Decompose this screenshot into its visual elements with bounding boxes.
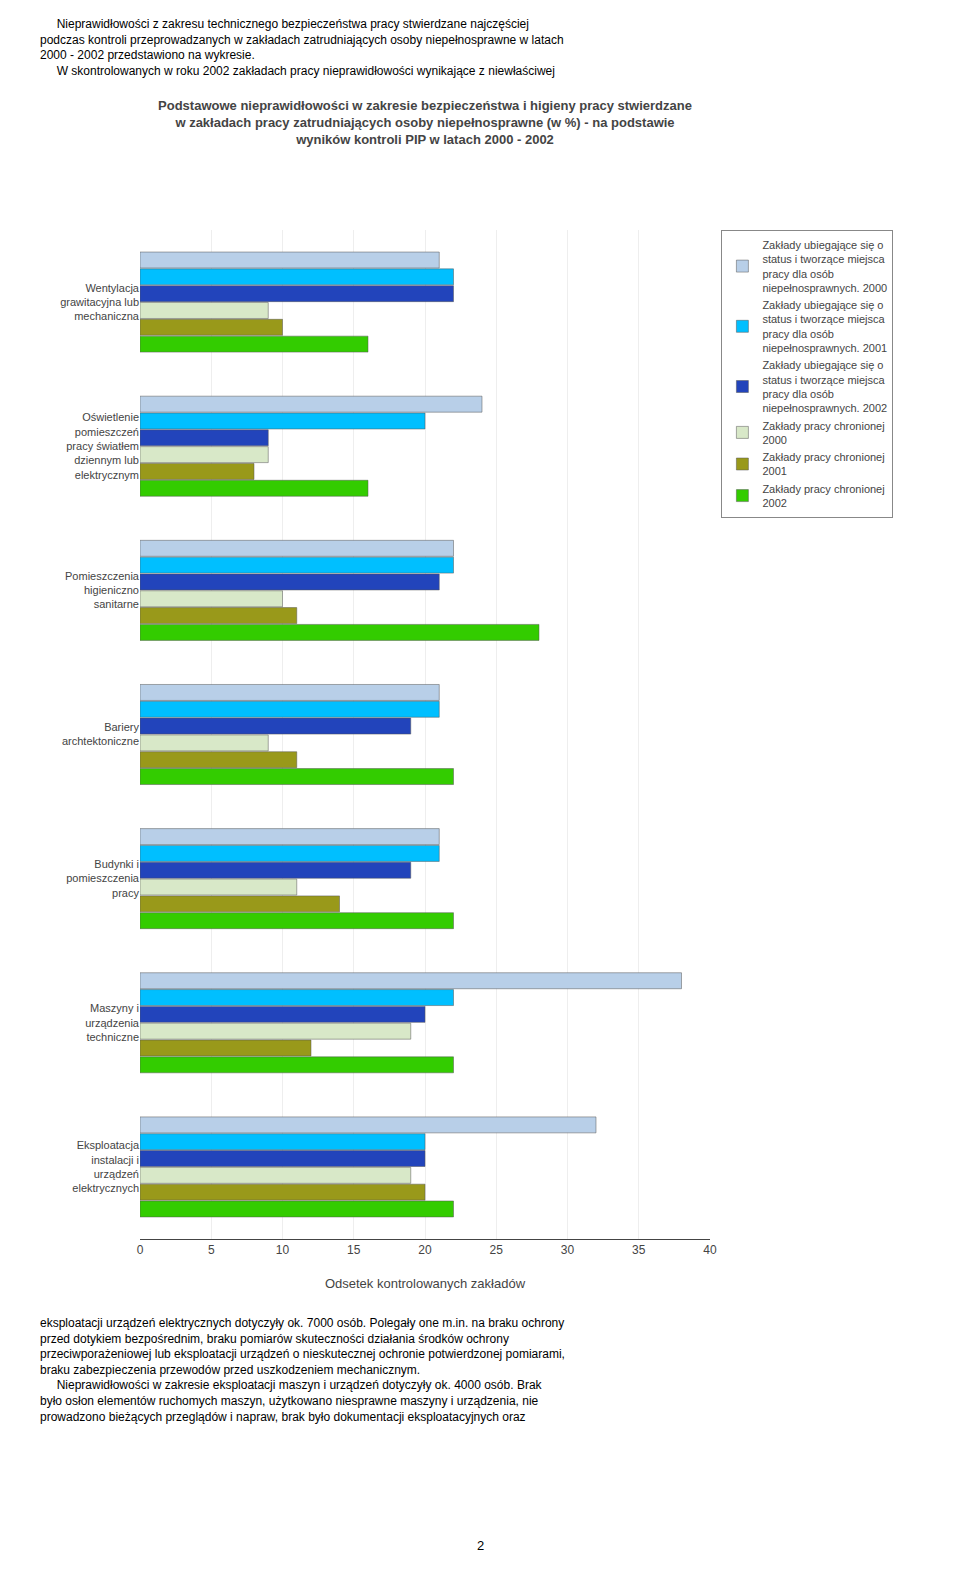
svg-text:Zakłady pracy chronionej2000: Zakłady pracy chronionej2000 <box>762 420 884 446</box>
svg-text:Maszyny iurządzeniatechniczne: Maszyny iurządzeniatechniczne <box>85 1002 140 1043</box>
svg-text:25: 25 <box>490 1243 504 1257</box>
svg-text:20: 20 <box>418 1243 432 1257</box>
svg-text:15: 15 <box>347 1243 361 1257</box>
svg-text:Eksploatacjainstalacji iurządz: Eksploatacjainstalacji iurządzeńelektryc… <box>72 1139 140 1194</box>
svg-text:eksploatacji urządzeń elektryc: eksploatacji urządzeń elektrycznych doty… <box>40 1316 565 1424</box>
svg-text:35: 35 <box>632 1243 646 1257</box>
svg-text:Odsetek kontrolowanych zakładó: Odsetek kontrolowanych zakładów <box>325 1276 526 1291</box>
svg-text:Zakłady pracy chronionej2002: Zakłady pracy chronionej2002 <box>762 483 884 509</box>
svg-text:40: 40 <box>703 1243 717 1257</box>
svg-text:Zakłady ubiegające się ostatus: Zakłady ubiegające się ostatus i tworząc… <box>762 359 887 414</box>
svg-text:0: 0 <box>137 1243 144 1257</box>
svg-text:Podstawowe nieprawidłowości w: Podstawowe nieprawidłowości w zakresie b… <box>158 98 692 147</box>
svg-text:30: 30 <box>561 1243 575 1257</box>
svg-text:Zakłady pracy chronionej2001: Zakłady pracy chronionej2001 <box>762 451 884 477</box>
svg-text:Zakłady ubiegające się ostatus: Zakłady ubiegające się ostatus i tworząc… <box>762 239 887 294</box>
svg-text:Budynki ipomieszczeniapracy: Budynki ipomieszczeniapracy <box>66 858 140 899</box>
svg-text:5: 5 <box>208 1243 215 1257</box>
svg-text:10: 10 <box>276 1243 290 1257</box>
svg-text:Barieryarchtektoniczne: Barieryarchtektoniczne <box>62 721 140 747</box>
svg-text:Wentylacjagrawitacyjna lubmech: Wentylacjagrawitacyjna lubmechaniczna <box>60 282 140 323</box>
svg-text:Zakłady ubiegające się ostatus: Zakłady ubiegające się ostatus i tworząc… <box>762 299 887 354</box>
svg-text:Nieprawidłowości z zakresu tec: Nieprawidłowości z zakresu technicznego … <box>40 17 564 78</box>
svg-text:Pomieszczeniahigienicznosanita: Pomieszczeniahigienicznosanitarne <box>65 570 140 611</box>
svg-text:2: 2 <box>477 1538 484 1553</box>
svg-text:Oświetleniepomieszczeńpracy św: Oświetleniepomieszczeńpracy światłemdzie… <box>66 411 139 480</box>
